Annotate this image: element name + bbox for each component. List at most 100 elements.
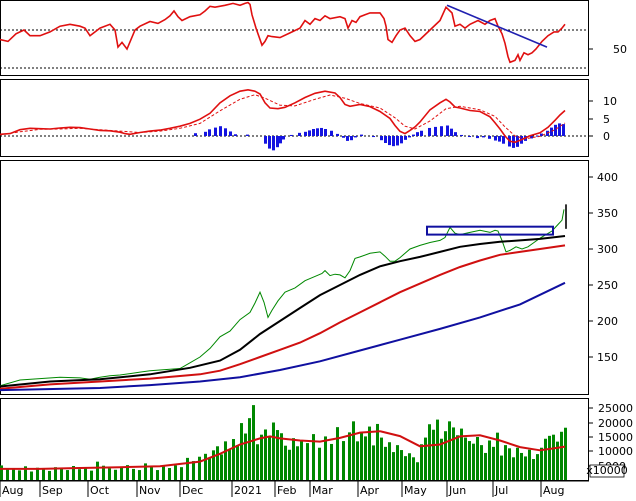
volume-bar xyxy=(72,466,75,480)
volume-bar xyxy=(156,470,159,480)
volume-bar xyxy=(280,433,283,480)
volume-bar xyxy=(168,468,171,480)
macd-histogram-bar xyxy=(562,124,565,136)
panel-frame-macd xyxy=(0,79,589,157)
volume-bar xyxy=(306,443,309,480)
macd-histogram-bar xyxy=(264,136,267,144)
moving-average-ma100 xyxy=(0,244,566,390)
volume-bar xyxy=(264,429,267,480)
volume-bar xyxy=(456,435,459,480)
macd-histogram-bar xyxy=(312,129,315,136)
x-axis-label: Aug xyxy=(2,484,23,497)
macd-histogram-bar xyxy=(396,136,399,146)
volume-bar xyxy=(492,446,495,480)
x-axis-label: Feb xyxy=(277,484,296,497)
macd-histogram-bar xyxy=(350,136,353,141)
macd-histogram-bar xyxy=(554,124,557,136)
x-axis-label: Apr xyxy=(360,484,380,497)
volume-bar xyxy=(400,450,403,480)
x-axis-label: Mar xyxy=(312,484,333,497)
volume-bar xyxy=(90,470,93,480)
volume-bar xyxy=(330,443,333,480)
volume-bar xyxy=(520,452,523,480)
macd-tick-label: 0 xyxy=(603,130,610,143)
macd-histogram-bar xyxy=(308,130,311,136)
volume-bar xyxy=(102,465,105,480)
macd-histogram-bar xyxy=(450,128,453,136)
volume-bar xyxy=(460,428,463,480)
volume-bar xyxy=(284,445,287,480)
macd-tick-label: 5 xyxy=(603,113,610,126)
macd-histogram-bar xyxy=(412,134,415,136)
price-tick-label: 150 xyxy=(597,351,618,364)
volume-bar xyxy=(296,446,299,480)
x-axis-label: Jun xyxy=(448,484,466,497)
moving-average-ma50 xyxy=(0,235,566,388)
macd-histogram-bar xyxy=(502,136,505,144)
macd-histogram-bar xyxy=(234,134,237,136)
volume-bar xyxy=(36,467,39,480)
volume-bar xyxy=(48,470,51,480)
price-tick-label: 300 xyxy=(597,243,618,256)
volume-bar xyxy=(114,469,117,480)
rsi-trendline xyxy=(446,4,548,48)
volume-bar xyxy=(360,432,363,480)
macd-tick-label: 10 xyxy=(603,95,617,108)
macd-histogram-bar xyxy=(400,136,403,144)
x-axis-label: May xyxy=(404,484,427,497)
volume-bar xyxy=(388,442,391,480)
volume-tick-label: 25000 xyxy=(598,402,633,415)
volume-bar xyxy=(66,470,69,480)
volume-bar xyxy=(54,467,57,480)
volume-bar xyxy=(18,470,21,480)
volume-bar xyxy=(428,424,431,480)
volume-bar xyxy=(78,469,81,480)
volume-bar xyxy=(396,445,399,480)
macd-histogram-bar xyxy=(454,132,457,136)
volume-bar xyxy=(464,437,467,480)
volume-bar xyxy=(138,470,141,480)
macd-histogram-bar xyxy=(246,134,249,136)
volume-bar xyxy=(150,467,153,480)
macd-histogram-bar xyxy=(440,126,443,136)
macd-histogram-bar xyxy=(346,136,349,141)
volume-bar xyxy=(132,468,135,480)
volume-tick-label: 20000 xyxy=(598,417,633,430)
volume-bar xyxy=(174,465,177,480)
rsi-tick-label: 50 xyxy=(613,43,627,56)
volume-bar xyxy=(356,441,359,480)
volume-bar xyxy=(548,435,551,480)
volume-bar xyxy=(516,447,519,480)
macd-histogram-bar xyxy=(276,136,279,148)
volume-bar xyxy=(468,441,471,480)
x-axis-label: Dec xyxy=(182,484,203,497)
macd-histogram-bar xyxy=(408,136,411,138)
volume-bar xyxy=(560,431,563,480)
macd-histogram-bar xyxy=(298,132,301,136)
macd-histogram-bar xyxy=(460,134,463,136)
price-tick-label: 350 xyxy=(597,207,618,220)
volume-bar xyxy=(208,458,211,480)
volume-bar xyxy=(204,453,207,480)
volume-bar xyxy=(496,432,499,480)
macd-histogram-bar xyxy=(476,136,479,139)
volume-bar xyxy=(436,419,439,480)
volume-bar xyxy=(126,465,129,480)
volume-bar xyxy=(380,437,383,480)
price-tick-label: 250 xyxy=(597,279,618,292)
volume-bar xyxy=(404,456,407,480)
macd-histogram-bar xyxy=(536,135,539,137)
volume-bar xyxy=(392,452,395,480)
volume-bar xyxy=(236,445,239,480)
price-tick-label: 200 xyxy=(597,315,618,328)
volume-bar xyxy=(248,418,251,480)
volume-bar xyxy=(444,431,447,480)
volume-bar xyxy=(452,427,455,480)
macd-histogram-bar xyxy=(320,127,323,136)
volume-bar xyxy=(220,454,223,480)
macd-histogram-bar xyxy=(404,136,407,140)
x-axis-label: Sep xyxy=(42,484,63,497)
volume-tick-label: 10000 xyxy=(598,445,633,458)
volume-bar xyxy=(412,457,415,480)
